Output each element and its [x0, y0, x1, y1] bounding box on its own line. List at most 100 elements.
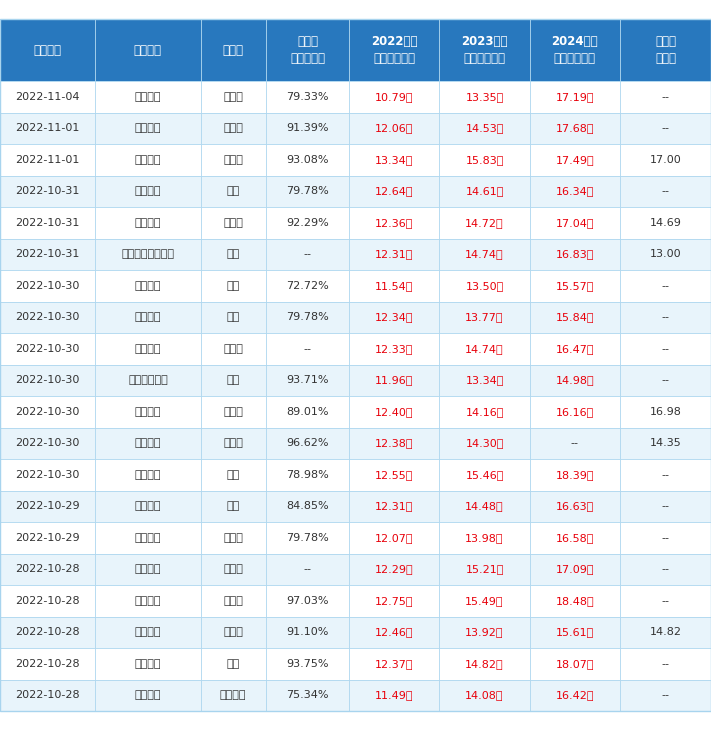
Bar	[530, 144, 620, 175]
Text: 79.78%: 79.78%	[286, 312, 329, 322]
Bar	[530, 680, 620, 711]
Text: 13.00: 13.00	[650, 249, 681, 259]
Bar	[201, 270, 266, 301]
Bar	[95, 491, 201, 522]
Bar	[349, 301, 439, 333]
Text: 12.34亿: 12.34亿	[375, 312, 414, 322]
Text: 华西证券: 华西证券	[134, 533, 161, 542]
Bar	[620, 522, 711, 553]
Text: --: --	[661, 123, 670, 134]
Text: 2024预测
净利润（元）: 2024预测 净利润（元）	[552, 35, 598, 65]
Bar	[530, 81, 620, 112]
Bar	[266, 396, 349, 428]
Bar	[349, 112, 439, 144]
Text: --: --	[661, 469, 670, 480]
Bar	[439, 333, 530, 364]
Bar	[266, 333, 349, 364]
Text: 15.83亿: 15.83亿	[466, 155, 503, 165]
Bar	[201, 144, 266, 175]
Bar	[0, 364, 95, 396]
Bar	[266, 553, 349, 585]
Bar	[530, 491, 620, 522]
Text: 13.34亿: 13.34亿	[375, 155, 413, 165]
Bar	[349, 491, 439, 522]
Text: 11.96亿: 11.96亿	[375, 375, 413, 385]
Bar	[349, 333, 439, 364]
Bar	[620, 680, 711, 711]
Bar	[530, 617, 620, 648]
Text: 2022-10-28: 2022-10-28	[16, 658, 80, 669]
Text: 华创证券: 华创证券	[134, 155, 161, 165]
Bar	[201, 680, 266, 711]
Text: 杨莹: 杨莹	[227, 502, 240, 511]
Bar	[349, 585, 439, 617]
Bar	[439, 270, 530, 301]
Text: 2022-10-31: 2022-10-31	[16, 218, 80, 228]
Bar	[95, 112, 201, 144]
Text: 2022-10-28: 2022-10-28	[16, 596, 80, 606]
Text: 17.00: 17.00	[650, 155, 681, 165]
Text: 14.72亿: 14.72亿	[465, 218, 504, 228]
Bar	[620, 207, 711, 239]
Text: 章鹏: 章鹏	[227, 249, 240, 259]
Text: 2022-10-28: 2022-10-28	[16, 691, 80, 700]
Text: 14.74亿: 14.74亿	[465, 344, 504, 354]
Bar	[530, 585, 620, 617]
Text: --: --	[661, 502, 670, 511]
Text: 84.85%: 84.85%	[287, 502, 328, 511]
Text: --: --	[661, 92, 670, 101]
Text: 12.07亿: 12.07亿	[375, 533, 414, 542]
Text: 12.29亿: 12.29亿	[375, 564, 414, 575]
Text: 2022-11-04: 2022-11-04	[16, 92, 80, 101]
Text: 2022-10-28: 2022-10-28	[16, 627, 80, 637]
Bar	[530, 175, 620, 207]
Text: 山西证券: 山西证券	[134, 658, 161, 669]
Bar	[530, 553, 620, 585]
Text: 12.64亿: 12.64亿	[375, 186, 414, 196]
Bar	[95, 396, 201, 428]
Text: 15.49亿: 15.49亿	[465, 596, 504, 606]
Text: 12.31亿: 12.31亿	[375, 502, 413, 511]
Bar	[349, 522, 439, 553]
Text: 海通证券: 海通证券	[134, 407, 161, 417]
Bar	[95, 648, 201, 680]
Text: 申万宏源: 申万宏源	[134, 344, 161, 354]
Bar	[530, 648, 620, 680]
Text: 16.83亿: 16.83亿	[556, 249, 594, 259]
Bar	[439, 522, 530, 553]
Text: 13.50亿: 13.50亿	[466, 281, 503, 291]
Text: 17.49亿: 17.49亿	[555, 155, 594, 165]
Bar	[0, 270, 95, 301]
Text: 13.34亿: 13.34亿	[466, 375, 503, 385]
Bar	[0, 459, 95, 491]
Bar	[95, 207, 201, 239]
Bar	[201, 459, 266, 491]
Text: 2022-10-28: 2022-10-28	[16, 564, 80, 575]
Text: 11.49亿: 11.49亿	[375, 691, 414, 700]
Text: 11.54亿: 11.54亿	[375, 281, 413, 291]
Text: 13.98亿: 13.98亿	[465, 533, 504, 542]
Bar	[201, 175, 266, 207]
Text: 财通证券: 财通证券	[134, 312, 161, 322]
Bar	[266, 175, 349, 207]
Text: --: --	[661, 658, 670, 669]
Text: --: --	[661, 533, 670, 542]
Text: 16.34亿: 16.34亿	[556, 186, 594, 196]
Bar	[620, 428, 711, 459]
Bar	[266, 648, 349, 680]
Text: 2022-10-30: 2022-10-30	[16, 375, 80, 385]
Bar	[201, 333, 266, 364]
Text: 18.07亿: 18.07亿	[555, 658, 594, 669]
Text: 17.04亿: 17.04亿	[555, 218, 594, 228]
Bar	[266, 239, 349, 270]
Bar	[620, 491, 711, 522]
Bar	[266, 207, 349, 239]
Bar	[530, 19, 620, 81]
Bar	[439, 364, 530, 396]
Bar	[95, 585, 201, 617]
Text: 2022-11-01: 2022-11-01	[16, 155, 80, 165]
Text: 2022预测
净利润（元）: 2022预测 净利润（元）	[371, 35, 417, 65]
Text: 91.39%: 91.39%	[287, 123, 328, 134]
Text: 14.35: 14.35	[650, 438, 681, 448]
Bar	[349, 428, 439, 459]
